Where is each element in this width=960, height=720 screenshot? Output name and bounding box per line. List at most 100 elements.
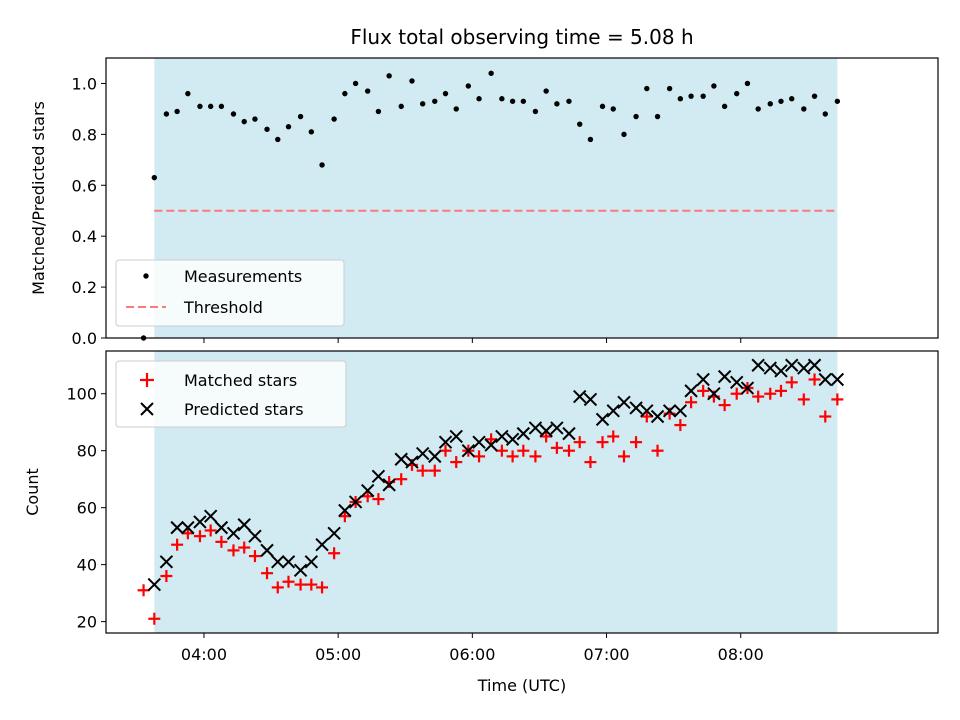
predicted-star-point (371, 469, 386, 484)
matched-star-point (450, 456, 463, 469)
predicted-star-point (428, 449, 442, 464)
legend-predicted-label: Predicted stars (184, 400, 304, 419)
measurement-point (409, 78, 415, 84)
measurement-point (488, 70, 494, 76)
count-panel: 20 40 60 80 100 04:00 05:00 06:00 07:00 08:00 Co… (23, 350, 939, 695)
predicted-star-point (785, 358, 799, 372)
predicted-star-point (629, 401, 643, 415)
y-tick-label: 0.8 (72, 125, 97, 144)
matched-star-point (584, 456, 597, 469)
matched-star-point (797, 393, 810, 406)
predicted-star-point (304, 555, 319, 569)
measurement-point (285, 124, 292, 130)
matched-star-point (395, 473, 408, 486)
predicted-star-point (461, 443, 476, 458)
measurement-point (621, 131, 627, 138)
predicted-star-point (730, 375, 744, 390)
measurement-point (342, 90, 348, 97)
matched-star-point (181, 527, 194, 540)
predicted-star-point (684, 384, 698, 398)
measurement-point (432, 98, 438, 104)
measurement-point (499, 96, 505, 102)
measurement-point (275, 136, 281, 143)
matched-star-point (416, 464, 429, 477)
matched-star-point (550, 441, 563, 454)
y-tick-label: 40 (77, 556, 97, 575)
ratio-x-axis-ticks (203, 338, 742, 343)
matched-star-point (305, 578, 318, 591)
measurement-point (554, 101, 560, 107)
measurement-point (398, 103, 404, 110)
matched-star-point (294, 578, 307, 591)
measurement-point (520, 98, 527, 104)
predicted-star-point (293, 563, 308, 578)
matched-star-point (517, 444, 530, 457)
measurement-point (185, 90, 191, 97)
ratio-panel: 0.0 0.2 0.4 0.6 0.8 1.0 Matched/Predicted sta… (29, 57, 939, 348)
predicted-star-point (562, 426, 576, 441)
measurement-point (822, 111, 828, 117)
matched-star-point (506, 450, 519, 463)
ratio-y-axis-ticks: 0.0 0.2 0.4 0.6 0.8 1.0 (72, 74, 106, 348)
predicted-star-point (495, 429, 509, 444)
measurement-point (419, 101, 426, 107)
predicted-star-point (797, 361, 811, 375)
predicted-star-point (807, 358, 822, 372)
matched-star-point (674, 419, 687, 432)
predicted-star-point (830, 372, 845, 387)
measurement-point (599, 103, 606, 110)
y-tick-label: 60 (77, 499, 97, 518)
matched-star-point (562, 444, 575, 457)
predicted-star-point (528, 421, 543, 435)
predicted-star-point (516, 426, 531, 441)
ratio-plot-frame (105, 57, 939, 339)
predicted-star-point (203, 509, 218, 523)
predicted-star-point (338, 503, 352, 518)
y-tick-label: 20 (77, 613, 97, 632)
legend-matched-label: Matched stars (184, 371, 297, 390)
matched-star-point (607, 430, 620, 443)
predicted-star-point (572, 389, 587, 404)
matched-star-point (215, 535, 228, 548)
legend-measurements-marker (143, 273, 149, 279)
measurement-point (767, 101, 773, 107)
matched-star-point (204, 524, 217, 537)
ratio-y-axis-label: Matched/Predicted stars (29, 101, 48, 295)
matched-star-point (785, 376, 798, 389)
predicted-star-point (673, 404, 688, 418)
predicted-star-point (394, 452, 408, 466)
predicted-star-point (159, 555, 174, 569)
measurement-point (677, 96, 684, 102)
matched-star-point (651, 444, 664, 457)
y-tick-label: 0.6 (72, 176, 97, 195)
measurement-point (197, 103, 203, 110)
measurement-point (700, 93, 706, 99)
predicted-star-point (315, 537, 329, 552)
measurement-point (566, 98, 572, 104)
predicted-star-point (415, 446, 430, 461)
measurement-point (174, 108, 180, 115)
predicted-star-point (449, 429, 463, 444)
predicted-star-point (539, 424, 553, 438)
y-tick-label: 0.2 (72, 278, 97, 297)
matched-star-point (316, 581, 329, 594)
x-tick-label: 05:00 (315, 645, 361, 664)
matched-star-point (282, 575, 295, 588)
predicted-star-point (717, 369, 732, 384)
measurement-point (543, 88, 549, 94)
predicted-star-point (696, 372, 710, 387)
predicted-star-point (360, 483, 375, 498)
predicted-stars-points (147, 358, 845, 592)
measurement-point (465, 83, 472, 89)
ratio-legend-box (115, 259, 345, 327)
matched-star-point (473, 450, 486, 463)
predicted-star-point (382, 478, 396, 492)
measurement-point (532, 108, 539, 115)
matched-star-point (640, 410, 653, 423)
measurements-points (140, 70, 841, 341)
predicted-star-point (484, 438, 498, 452)
measurement-point (711, 83, 717, 89)
measurement-point (654, 113, 661, 120)
measurement-point (666, 85, 673, 92)
matched-star-point (540, 430, 553, 443)
